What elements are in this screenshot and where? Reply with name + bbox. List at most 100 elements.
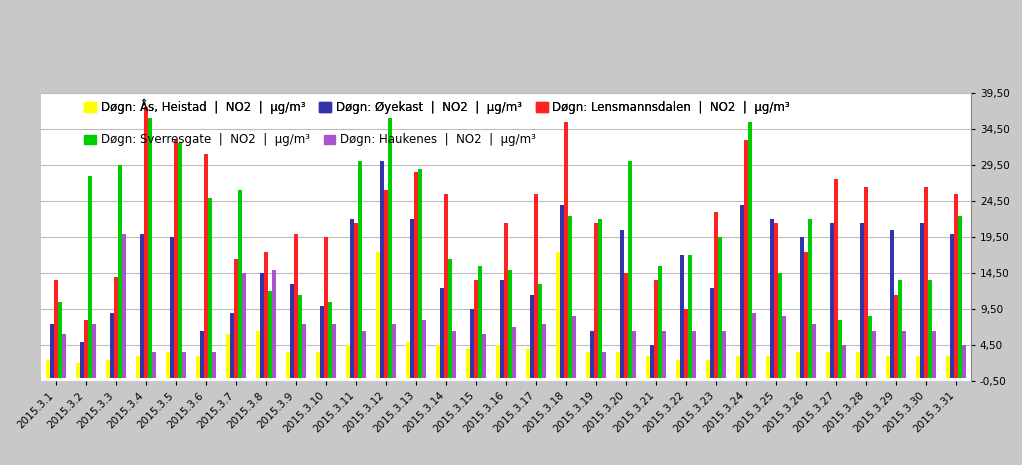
Bar — [80, 342, 84, 378]
Bar — [736, 356, 740, 378]
Bar — [182, 352, 186, 378]
Bar — [800, 237, 804, 378]
Bar — [564, 122, 568, 378]
Bar — [598, 219, 602, 378]
Bar — [406, 342, 410, 378]
Bar — [50, 324, 54, 378]
Bar — [346, 345, 351, 378]
Bar — [538, 284, 542, 378]
Bar — [362, 331, 366, 378]
Bar — [928, 280, 932, 378]
Bar — [88, 176, 92, 378]
Bar — [410, 219, 414, 378]
Bar — [508, 270, 512, 378]
Bar — [684, 309, 688, 378]
Bar — [268, 291, 272, 378]
Bar — [620, 230, 624, 378]
Bar — [380, 161, 384, 378]
Bar — [212, 352, 216, 378]
Bar — [864, 186, 868, 378]
Bar — [122, 233, 126, 378]
Bar — [387, 118, 391, 378]
Bar — [680, 255, 684, 378]
Bar — [257, 331, 260, 378]
Bar — [170, 237, 174, 378]
Bar — [688, 255, 692, 378]
Bar — [470, 309, 474, 378]
Bar — [587, 352, 590, 378]
Bar — [414, 172, 418, 378]
Bar — [290, 284, 294, 378]
Bar — [76, 363, 80, 378]
Bar — [932, 331, 936, 378]
Bar — [238, 190, 242, 378]
Bar — [571, 316, 575, 378]
Bar — [590, 331, 594, 378]
Bar — [714, 212, 717, 378]
Bar — [118, 165, 122, 378]
Bar — [766, 356, 770, 378]
Bar — [260, 273, 264, 378]
Bar — [226, 334, 230, 378]
Bar — [856, 352, 861, 378]
Bar — [530, 295, 533, 378]
Bar — [384, 190, 387, 378]
Bar — [332, 324, 335, 378]
Bar — [811, 324, 816, 378]
Bar — [324, 237, 328, 378]
Bar — [890, 230, 894, 378]
Bar — [774, 223, 778, 378]
Bar — [920, 223, 924, 378]
Bar — [264, 252, 268, 378]
Bar — [230, 313, 234, 378]
Bar — [242, 273, 245, 378]
Bar — [167, 352, 170, 378]
Bar — [500, 280, 504, 378]
Bar — [391, 324, 396, 378]
Bar — [46, 360, 50, 378]
Bar — [740, 205, 744, 378]
Bar — [560, 205, 564, 378]
Bar — [436, 345, 440, 378]
Legend: Døgn: Sverresgate  |  NO2  |  µg/m³, Døgn: Haukenes  |  NO2  |  µg/m³: Døgn: Sverresgate | NO2 | µg/m³, Døgn: H… — [84, 133, 537, 146]
Bar — [868, 316, 872, 378]
Bar — [842, 345, 845, 378]
Bar — [901, 331, 905, 378]
Bar — [950, 233, 954, 378]
Bar — [92, 324, 96, 378]
Bar — [658, 266, 661, 378]
Bar — [717, 237, 722, 378]
Bar — [140, 233, 144, 378]
Bar — [752, 313, 755, 378]
Bar — [946, 356, 950, 378]
Bar — [422, 320, 425, 378]
Bar — [196, 356, 200, 378]
Bar — [301, 324, 306, 378]
Bar — [894, 295, 898, 378]
Bar — [616, 352, 620, 378]
Bar — [316, 352, 320, 378]
Bar — [106, 360, 110, 378]
Bar — [444, 194, 448, 378]
Bar — [778, 273, 782, 378]
Bar — [61, 334, 65, 378]
Bar — [650, 345, 654, 378]
Bar — [807, 219, 811, 378]
Bar — [782, 316, 786, 378]
Bar — [297, 295, 301, 378]
Bar — [358, 161, 362, 378]
Bar — [110, 313, 113, 378]
Bar — [452, 331, 456, 378]
Bar — [646, 356, 650, 378]
Bar — [898, 280, 901, 378]
Bar — [962, 345, 966, 378]
Bar — [770, 219, 774, 378]
Bar — [234, 259, 238, 378]
Bar — [512, 327, 516, 378]
Bar — [144, 107, 148, 378]
Bar — [286, 352, 290, 378]
Bar — [954, 194, 958, 378]
Bar — [958, 216, 962, 378]
Bar — [838, 320, 842, 378]
Bar — [602, 352, 606, 378]
